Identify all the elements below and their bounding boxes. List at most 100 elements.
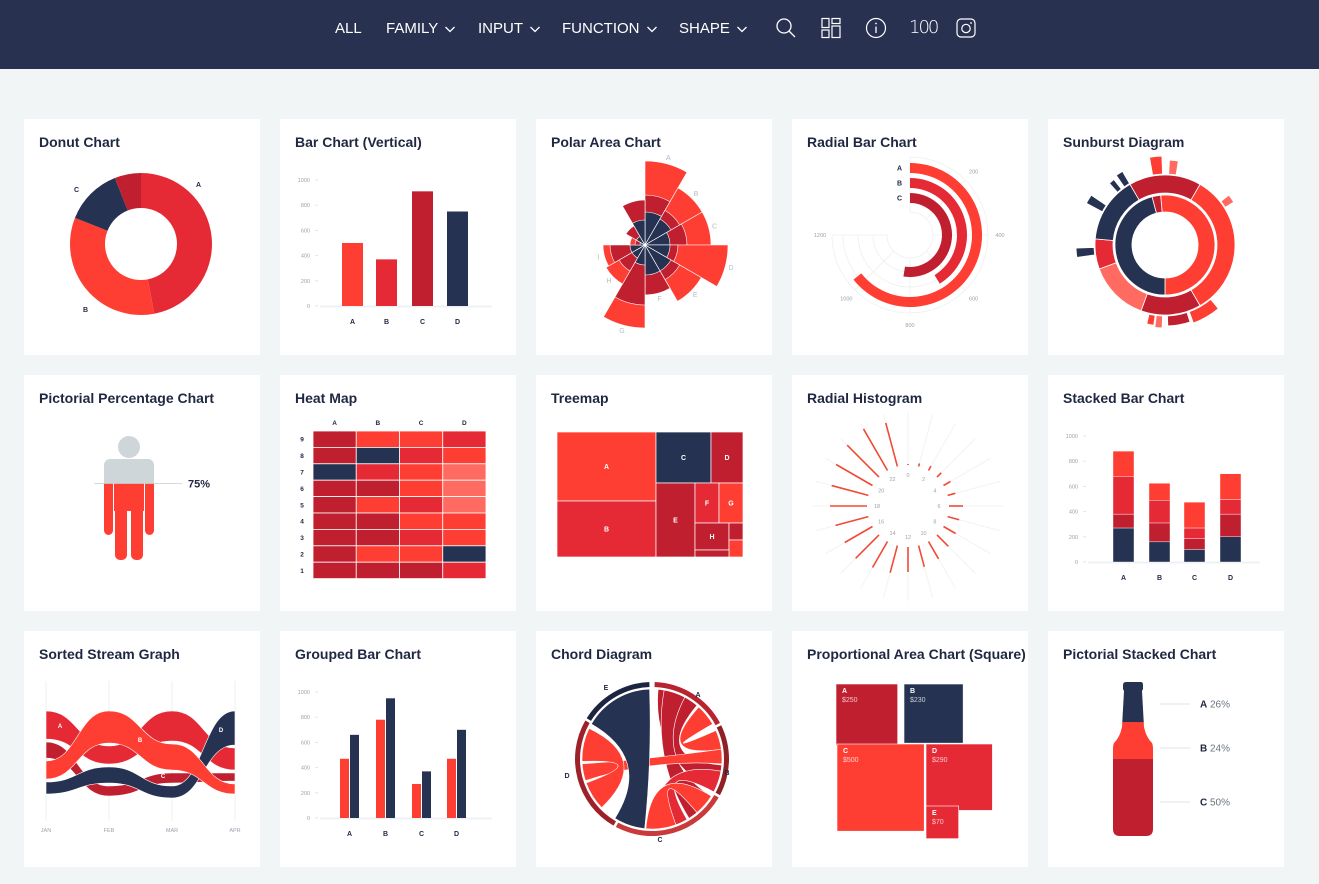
x-tick-label: C [420, 319, 425, 326]
pictorial-stacked-thumbnail: A 26% B 24% C 50% [1113, 682, 1230, 836]
stacked-segment [1219, 536, 1242, 563]
hour-bar [936, 472, 942, 478]
month-label: MAR [166, 828, 178, 834]
y-tick-label: 1000 [298, 178, 310, 184]
top-100-link[interactable]: 100 [909, 17, 939, 38]
proportional-square [836, 743, 925, 832]
sunburst-segment [1160, 194, 1216, 296]
angle-tick-label: 600 [969, 297, 978, 303]
hour-bar [831, 484, 869, 497]
donut-slice [114, 173, 141, 211]
treemap-thumbnail: A B C D E F G H [556, 431, 744, 558]
angle-tick-label: 800 [905, 323, 914, 329]
card-title: Sorted Stream Graph [39, 646, 180, 662]
group-label: A [695, 692, 700, 699]
wedge-label: F [657, 296, 661, 303]
hour-gridline [918, 414, 933, 467]
chord-ribbon [590, 688, 651, 829]
square-label: A [842, 688, 847, 695]
y-tick-label: 600 [1069, 484, 1078, 490]
heat-cell [399, 463, 444, 481]
hour-gridline [947, 481, 1000, 496]
chord-group-arc [575, 720, 616, 826]
card-sunburst-diagram[interactable]: Sunburst Diagram [1048, 119, 1284, 355]
nav-family-dropdown[interactable]: FAMILY [386, 18, 456, 40]
donut-slice [70, 217, 155, 315]
top-navigation-bar: ALL FAMILY INPUT FUNCTION SHAPE 100 [0, 0, 1319, 69]
treemap-cell [694, 522, 730, 551]
card-radial-histogram[interactable]: Radial Histogram 0 2 4 6 8 10 12 14 16 18 20 22 [792, 375, 1028, 611]
stacked-segment [1112, 513, 1135, 529]
slice-label: B [83, 307, 88, 314]
card-heat-map[interactable]: Heat Map A B C D 9 8 7 6 5 4 3 2 1 [280, 375, 516, 611]
card-radial-bar-chart[interactable]: Radial Bar Chart A B C 200 400 600 800 1000 1200 [792, 119, 1028, 355]
hour-bar [943, 480, 951, 487]
nav-all[interactable]: ALL [335, 18, 362, 40]
sunburst-segment [1075, 247, 1096, 258]
hour-bar [927, 465, 932, 471]
chevron-down-icon [530, 26, 540, 33]
square-label: B [910, 688, 915, 695]
y-tick-label: 200 [1069, 535, 1078, 541]
grouped-bar [340, 758, 349, 818]
heat-cell [355, 479, 400, 497]
card-title: Heat Map [295, 390, 358, 406]
treemap-cell [718, 482, 744, 524]
hour-gridline [928, 423, 956, 471]
nav-input-label: INPUT [478, 20, 523, 37]
row-label: 4 [300, 519, 304, 526]
search-icon[interactable] [774, 16, 798, 40]
card-treemap[interactable]: Treemap A B C D E F G H [536, 375, 772, 611]
card-title: Polar Area Chart [551, 134, 661, 150]
dashboard-icon[interactable] [819, 16, 843, 40]
nav-function-label: FUNCTION [562, 20, 640, 37]
square-value: $70 [932, 819, 944, 826]
chord-group-arc [715, 725, 730, 796]
instagram-icon[interactable] [954, 16, 978, 40]
heat-cell [312, 430, 357, 448]
card-donut-chart[interactable]: Donut Chart A B C [24, 119, 260, 355]
segment-percent: 26% [1210, 700, 1230, 711]
hour-gridline [943, 458, 991, 486]
info-icon[interactable] [864, 16, 888, 40]
bar [412, 191, 433, 306]
heat-cell [312, 512, 357, 530]
chevron-down-icon [736, 26, 747, 33]
row-label: 9 [300, 437, 304, 444]
treemap-cell [655, 482, 696, 558]
sunburst-segment [1151, 194, 1163, 214]
row-label: 1 [300, 568, 304, 575]
heat-cell [312, 479, 357, 497]
x-tick-label: D [455, 319, 460, 326]
card-polar-area-chart[interactable]: Polar Area Chart A B C D E F G H I [536, 119, 772, 355]
stacked-segment [1148, 483, 1171, 501]
nav-input-dropdown[interactable]: INPUT [478, 18, 541, 40]
row-label: 7 [300, 470, 304, 477]
wedge-label: I [598, 254, 600, 261]
donut-slice [141, 173, 212, 314]
x-tick-label: B [384, 319, 389, 326]
card-grouped-bar-chart[interactable]: Grouped Bar Chart 0 200 400 600 800 1000 A B C D [280, 631, 516, 867]
heat-cell [442, 430, 487, 448]
card-bar-chart-vertical[interactable]: Bar Chart (Vertical) 0 200 400 600 800 1000 A B C… [280, 119, 516, 355]
card-chord-diagram[interactable]: Chord Diagram A B C D E [536, 631, 772, 867]
stream-band [45, 710, 236, 799]
proportional-square [835, 683, 898, 746]
card-title: Grouped Bar Chart [295, 646, 422, 662]
x-tick-label: B [383, 831, 388, 838]
sunburst-segment [1146, 313, 1156, 326]
card-stacked-bar-chart[interactable]: Stacked Bar Chart 0 200 400 600 800 1000 A B C D [1048, 375, 1284, 611]
card-proportional-area-chart[interactable]: Proportional Area Chart (Square) A $250 B $2… [792, 631, 1028, 867]
square-value: $500 [843, 757, 859, 764]
square-value: $250 [842, 697, 858, 704]
card-pictorial-stacked-chart[interactable]: Pictorial Stacked Chart A 26% B 24% C 50% [1048, 631, 1284, 867]
nav-shape-dropdown[interactable]: SHAPE [679, 18, 748, 40]
hour-bar [947, 492, 956, 497]
y-tick-label: 800 [1069, 459, 1078, 465]
treemap-cell [728, 522, 744, 541]
y-tick-label: 0 [307, 304, 310, 310]
card-sorted-stream-graph[interactable]: Sorted Stream Graph JAN FEB MAR APR A B C D [24, 631, 260, 867]
y-tick-label: 0 [307, 816, 310, 822]
card-pictorial-percentage-chart[interactable]: Pictorial Percentage Chart 75% [24, 375, 260, 611]
nav-function-dropdown[interactable]: FUNCTION [562, 18, 658, 40]
